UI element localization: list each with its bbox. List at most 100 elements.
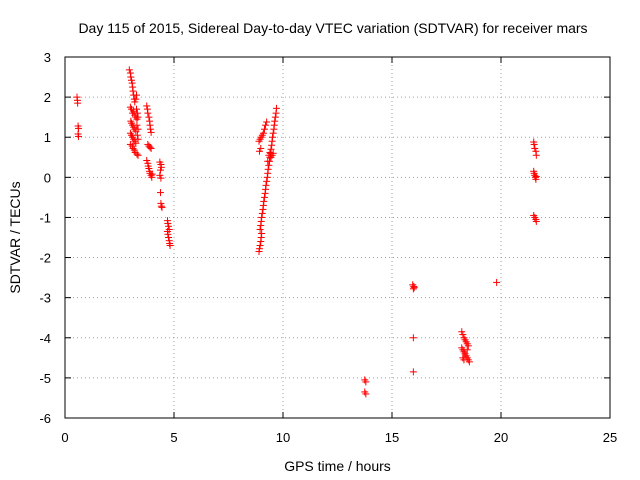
data-point bbox=[459, 331, 467, 339]
data-point bbox=[267, 145, 275, 153]
x-axis-label: GPS time / hours bbox=[284, 458, 391, 474]
x-tick-label: 25 bbox=[603, 430, 617, 445]
y-tick-label: -3 bbox=[39, 291, 51, 306]
data-point bbox=[362, 378, 370, 386]
data-point bbox=[459, 354, 467, 362]
data-point bbox=[257, 144, 265, 152]
data-point bbox=[258, 209, 266, 217]
data-point bbox=[271, 113, 279, 121]
data-point bbox=[265, 161, 273, 169]
data-point bbox=[134, 113, 142, 121]
data-point bbox=[465, 358, 473, 366]
data-point bbox=[264, 157, 272, 165]
data-point bbox=[530, 140, 538, 148]
data-point bbox=[269, 129, 277, 137]
x-tick-label: 0 bbox=[61, 430, 68, 445]
data-point bbox=[264, 165, 272, 173]
data-point bbox=[166, 242, 174, 250]
data-point bbox=[133, 105, 141, 113]
data-point bbox=[134, 151, 142, 159]
data-point bbox=[133, 109, 141, 117]
data-point bbox=[145, 113, 153, 121]
data-point bbox=[133, 150, 141, 158]
x-tick-label: 15 bbox=[385, 430, 399, 445]
data-point bbox=[125, 66, 133, 74]
data-point bbox=[126, 140, 134, 148]
data-point bbox=[256, 242, 264, 250]
data-point bbox=[263, 177, 271, 185]
grid-lines bbox=[65, 57, 610, 418]
data-point bbox=[269, 149, 277, 157]
tick-labels: 0 5 10 15 20 25 -6 -5 -4 -3 -2 -1 0 1 2 3 bbox=[39, 50, 617, 445]
x-tick-label: 5 bbox=[170, 430, 177, 445]
data-point bbox=[255, 245, 263, 253]
y-tick-label: -5 bbox=[39, 371, 51, 386]
data-point bbox=[132, 95, 140, 103]
data-point bbox=[532, 151, 540, 159]
data-point bbox=[263, 118, 271, 126]
data-point bbox=[260, 193, 268, 201]
y-axis-label: SDTVAR / TECUs bbox=[7, 181, 23, 293]
data-point bbox=[409, 368, 417, 376]
data-point bbox=[148, 170, 156, 178]
data-point bbox=[463, 346, 471, 354]
data-point bbox=[129, 144, 137, 152]
axis-ticks bbox=[64, 56, 611, 419]
data-point bbox=[157, 174, 165, 182]
data-point bbox=[259, 129, 267, 137]
y-tick-label: -4 bbox=[39, 331, 51, 346]
y-tick-label: -6 bbox=[39, 411, 51, 426]
data-point bbox=[362, 390, 370, 398]
data-point bbox=[75, 132, 83, 140]
y-tick-label: 1 bbox=[44, 130, 51, 145]
data-point bbox=[74, 99, 82, 107]
data-point bbox=[156, 166, 164, 174]
data-point bbox=[144, 109, 152, 117]
data-point bbox=[464, 342, 472, 350]
data-point bbox=[127, 73, 135, 81]
data-point bbox=[493, 278, 501, 286]
data-point bbox=[532, 217, 540, 225]
data-point bbox=[143, 102, 151, 110]
data-point bbox=[164, 230, 172, 238]
data-point bbox=[409, 285, 417, 293]
data-point bbox=[133, 121, 141, 129]
data-point bbox=[146, 143, 154, 151]
y-tick-label: -1 bbox=[39, 210, 51, 225]
x-tick-label: 10 bbox=[276, 430, 290, 445]
data-point bbox=[269, 133, 277, 141]
data-point bbox=[260, 125, 268, 133]
data-point bbox=[165, 234, 173, 241]
data-point bbox=[272, 104, 280, 112]
data-point bbox=[157, 202, 165, 210]
data-point bbox=[271, 117, 279, 125]
y-tick-label: 3 bbox=[44, 50, 51, 65]
y-tick-label: 2 bbox=[44, 90, 51, 105]
data-point bbox=[260, 197, 268, 205]
y-tick-label: 0 bbox=[44, 170, 51, 185]
data-point bbox=[158, 203, 166, 211]
data-point bbox=[147, 144, 155, 152]
data-point bbox=[258, 213, 266, 221]
x-tick-label: 20 bbox=[494, 430, 508, 445]
data-point bbox=[133, 91, 141, 99]
data-point bbox=[146, 125, 154, 133]
data-point bbox=[262, 121, 270, 129]
data-point bbox=[165, 222, 173, 230]
data-point bbox=[132, 139, 140, 147]
chart-title: Day 115 of 2015, Sidereal Day-to-day VTE… bbox=[78, 20, 587, 36]
plot-frame bbox=[64, 56, 611, 419]
data-point bbox=[156, 189, 164, 197]
data-point bbox=[532, 173, 540, 181]
data-point bbox=[134, 135, 142, 143]
data-point bbox=[134, 125, 142, 133]
data-point bbox=[147, 128, 155, 136]
data-point bbox=[410, 284, 418, 292]
data-point bbox=[133, 131, 141, 139]
data-point bbox=[129, 87, 137, 95]
data-points bbox=[73, 66, 540, 398]
y-tick-label: -2 bbox=[39, 251, 51, 266]
data-point bbox=[409, 334, 417, 342]
